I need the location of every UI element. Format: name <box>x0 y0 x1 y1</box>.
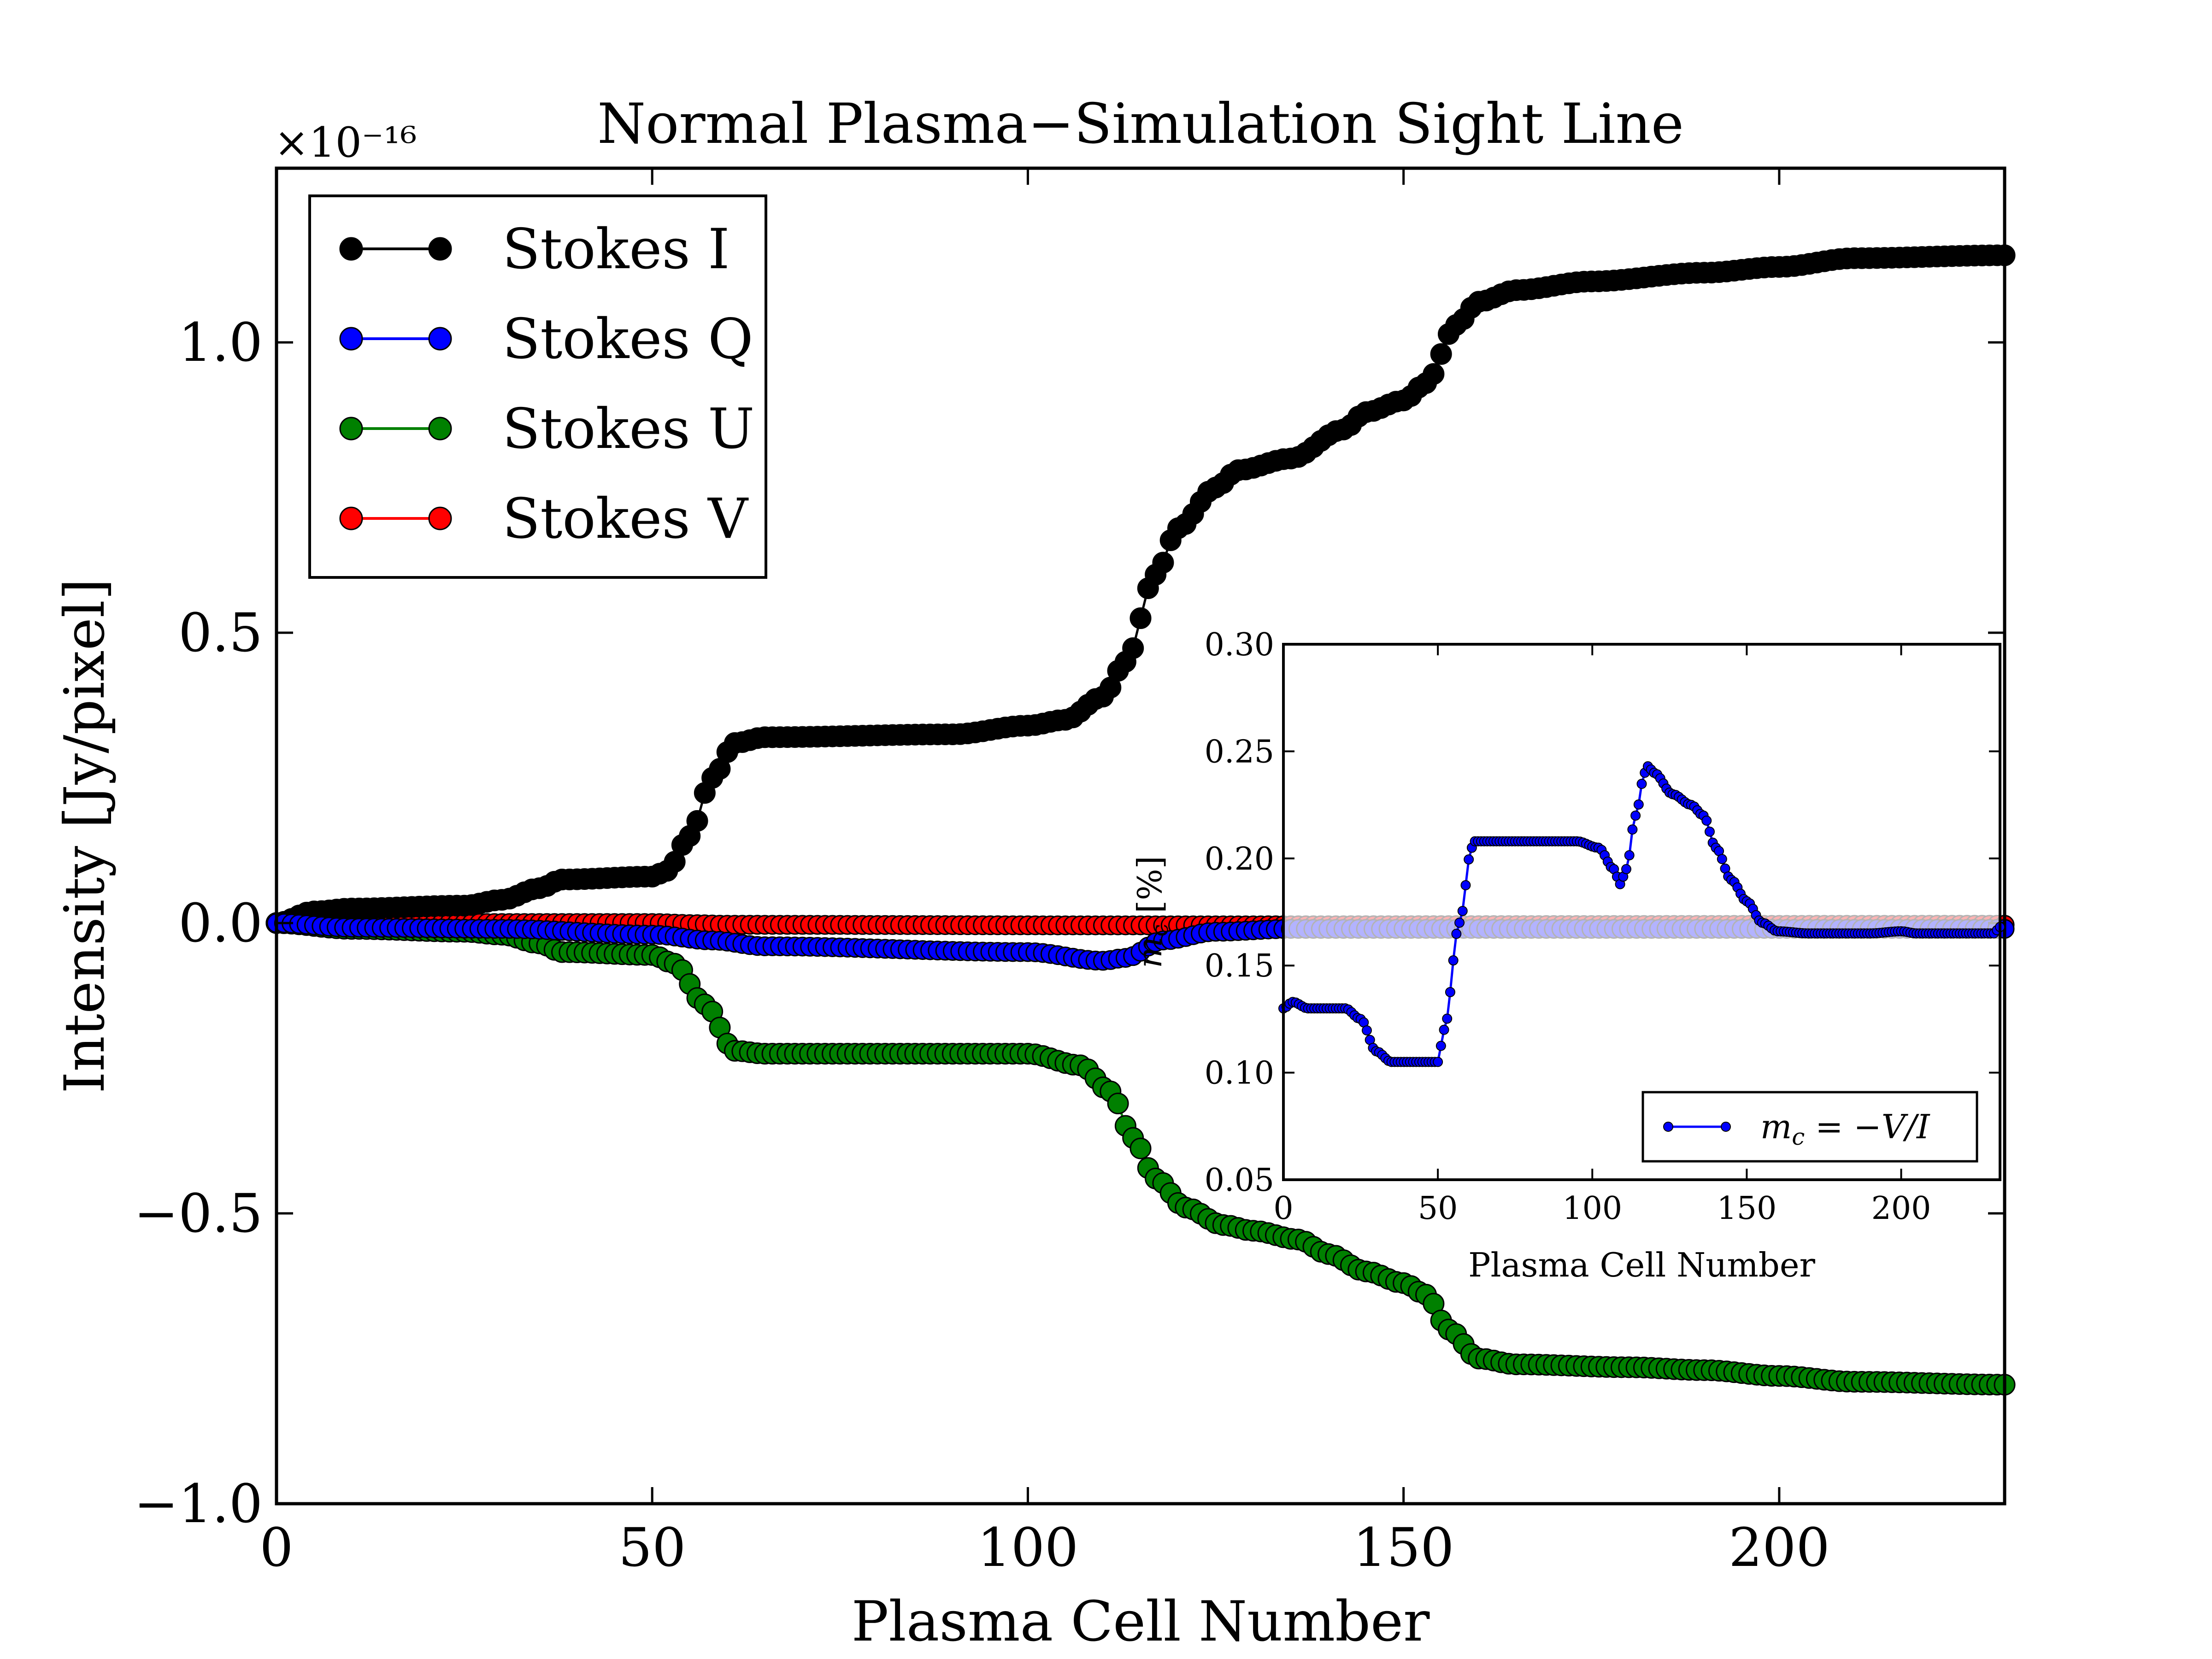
inset-legend-label-rest: = −V/I <box>1805 1107 1930 1146</box>
y-axis-multiplier-label: ×10⁻¹⁶ <box>274 118 417 167</box>
inset-y-tick-label: 0.25 <box>1205 734 1274 770</box>
legend-marker <box>339 237 363 261</box>
inset-x-axis-title: Plasma Cell Number <box>1468 1246 1815 1284</box>
inset-data-point <box>1448 955 1459 966</box>
inset-legend-marker <box>1663 1122 1673 1132</box>
x-tick-label: 150 <box>1353 1517 1454 1579</box>
inset-x-tick-label: 200 <box>1871 1190 1931 1227</box>
inset-y-axis-title-main: m <box>1130 937 1169 968</box>
main-axis-ticks: 0 50 100 150 200 −1.0 −0.5 0.0 0.5 1.0 <box>134 168 2005 1579</box>
inset-legend-marker <box>1721 1122 1731 1132</box>
inset-x-tick-label: 100 <box>1562 1190 1622 1227</box>
inset-y-axis-title: mc [%] <box>1130 856 1173 968</box>
legend-marker <box>339 327 363 351</box>
inset-data-point <box>1433 1057 1443 1067</box>
inset-y-tick-label: 0.10 <box>1205 1055 1274 1092</box>
data-point <box>1423 363 1445 385</box>
inset-data-point <box>1636 778 1647 789</box>
inset-legend-label-main: m <box>1760 1107 1792 1146</box>
inset-x-tick-label: 50 <box>1418 1190 1458 1227</box>
inset-data-point <box>1701 815 1712 826</box>
legend-marker <box>339 506 363 530</box>
inset-data-point <box>1442 1013 1453 1024</box>
y-tick-label: 0.5 <box>178 602 263 664</box>
legend-marker <box>428 506 452 530</box>
inset-data-point <box>1457 906 1468 916</box>
inset-legend-label: mc = −V/I <box>1760 1107 1930 1150</box>
data-point <box>1430 343 1452 365</box>
legend-marker <box>428 237 452 261</box>
inset-data-point <box>1454 918 1465 928</box>
inset-data-point <box>1464 854 1474 865</box>
legend-label: Stokes U <box>502 397 754 461</box>
inset-data-point <box>1704 826 1715 837</box>
x-tick-label: 0 <box>259 1517 293 1579</box>
legend-box <box>308 194 767 579</box>
x-tick-label: 200 <box>1729 1517 1830 1579</box>
y-tick-label: −0.5 <box>134 1183 263 1245</box>
inset-y-tick-label: 0.05 <box>1205 1162 1274 1199</box>
inset-data-point <box>1435 1041 1446 1051</box>
inset-x-tick-label: 150 <box>1717 1190 1777 1227</box>
data-point <box>1152 552 1174 574</box>
inset-data-point <box>1633 799 1644 810</box>
main-legend: Stokes I Stokes Q Stokes U Stokes V <box>308 194 767 579</box>
y-tick-label: 1.0 <box>178 312 263 374</box>
legend-label: Stokes I <box>502 218 730 282</box>
inset-background <box>1283 644 2000 1180</box>
inset-data-point <box>1460 880 1471 890</box>
inset-y-tick-label: 0.20 <box>1205 841 1274 877</box>
inset-plot-frame <box>1282 643 2001 1181</box>
legend-marker <box>428 417 452 441</box>
inset-plot-area <box>1278 761 2005 1067</box>
inset-data-point <box>1717 854 1727 865</box>
inset-y-tick-label: 0.15 <box>1205 948 1274 984</box>
main-plot-frame <box>275 166 2006 1506</box>
data-point <box>1122 637 1144 659</box>
inset-data-point <box>1624 850 1635 860</box>
data-point <box>1130 1137 1152 1159</box>
y-axis-title: Intensity [Jy/pixel] <box>53 578 117 1094</box>
inset-data-point <box>1627 824 1638 835</box>
legend-marker <box>339 417 363 441</box>
y-tick-label: 0.0 <box>178 893 263 954</box>
legend-label: Stokes Q <box>502 307 753 371</box>
chart-title: Normal Plasma−Simulation Sight Line <box>597 92 1684 156</box>
data-point <box>1130 607 1152 629</box>
inset-data-point <box>1621 864 1631 875</box>
inset-data-point <box>1451 929 1462 939</box>
inset-data-point <box>1630 810 1641 821</box>
x-tick-label: 100 <box>977 1517 1079 1579</box>
legend-label: Stokes V <box>502 487 749 551</box>
inset-axis-ticks: 0 50 100 150 200 0.05 0.10 0.15 0.20 0.25 0.30 <box>1205 627 2000 1227</box>
x-axis-title: Plasma Cell Number <box>852 1590 1430 1654</box>
inset-data-point <box>1445 987 1455 997</box>
inset-y-axis-title-rest: [%] <box>1130 856 1169 924</box>
inset-data-point <box>1439 1024 1449 1035</box>
inset-data-point <box>1361 1025 1372 1035</box>
data-point <box>686 810 708 832</box>
inset-y-tick-label: 0.30 <box>1205 627 1274 663</box>
inset-legend: mc = −V/I <box>1641 1091 1978 1163</box>
inset-x-tick-label: 0 <box>1273 1190 1293 1227</box>
legend-marker <box>428 327 452 351</box>
data-point <box>1107 1093 1129 1115</box>
inset-y-axis-title-sub: c <box>1147 924 1173 937</box>
y-tick-label: −1.0 <box>134 1473 263 1535</box>
x-tick-label: 50 <box>618 1517 686 1579</box>
inset-legend-label-sub: c <box>1792 1124 1805 1150</box>
